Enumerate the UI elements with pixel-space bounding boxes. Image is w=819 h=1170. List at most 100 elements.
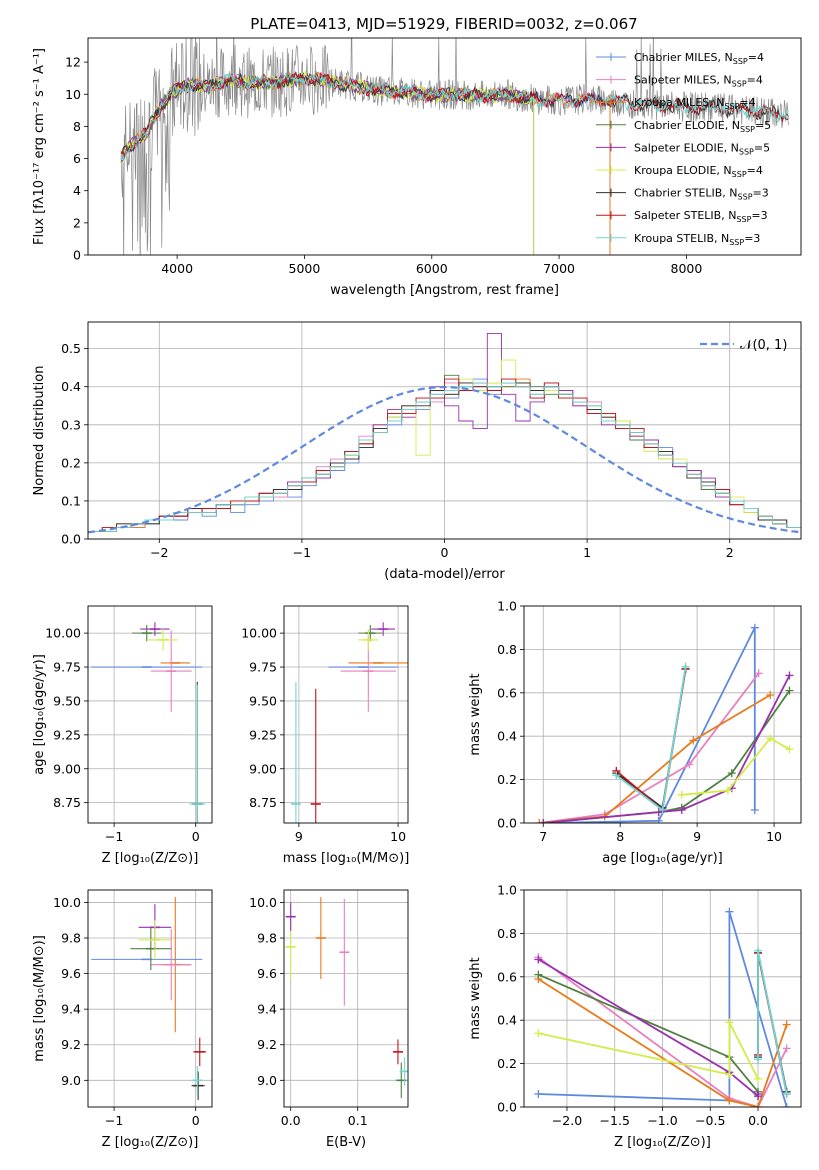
legend: Chabrier MILES, NSSP=4 Salpeter MILES, NS… — [596, 51, 771, 247]
y-tick-label: 9.00 — [53, 761, 81, 776]
plot-area — [91, 622, 206, 823]
legend-label: 𝒩(0, 1) — [740, 338, 787, 353]
y-tick-label: 0.2 — [497, 772, 517, 787]
y-axis-label: mass weight — [468, 957, 483, 1039]
errorbar-point — [191, 1071, 205, 1100]
y-tick-label: 4 — [73, 183, 81, 198]
legend-subscript: SSP — [733, 57, 748, 66]
weight-point-marker — [534, 1089, 543, 1098]
y-tick-label: 10 — [65, 87, 81, 102]
plot-area — [91, 897, 207, 1100]
axes-frame — [87, 605, 213, 824]
y-tick-label: 9.75 — [53, 660, 81, 675]
y-tick-label: 10.0 — [249, 895, 277, 910]
legend-label: Chabrier ELODIE, NSSP=5 — [634, 119, 771, 134]
plot-area — [285, 897, 408, 1099]
weight-point-marker — [534, 970, 543, 979]
weight-point-marker — [782, 1044, 791, 1053]
y-tick-label: 0.2 — [497, 1056, 517, 1071]
x-tick-label: −1 — [105, 829, 123, 844]
y-axis-label: Flux [fλ10⁻¹⁷ erg cm⁻² s⁻¹ A⁻¹] — [32, 48, 47, 245]
axes-frame — [523, 889, 802, 1108]
y-tick-label: 10.0 — [53, 895, 81, 910]
x-tick-label: 10 — [390, 829, 406, 844]
weight-point-marker — [539, 819, 548, 823]
model-spectrum-line — [120, 72, 789, 162]
weight-point-marker — [725, 1070, 734, 1079]
y-tick-label: 9.2 — [257, 1037, 277, 1052]
y-tick-label: 9.0 — [257, 1073, 277, 1088]
y-tick-label: 9.25 — [53, 727, 81, 742]
legend-suffix: =4 — [748, 51, 764, 64]
weight-point-marker — [725, 907, 734, 916]
panel-age_vs_mass: 9 10 8.75 9.00 9.25 9.50 9.75 10.00 mass [log₁₀(… — [241, 605, 410, 866]
legend-subscript: SSP — [738, 193, 753, 202]
y-tick-label: 9.00 — [249, 761, 277, 776]
axes-frame — [523, 605, 802, 824]
x-axis-label: age [log₁₀(age/yr)] — [602, 851, 723, 866]
x-tick-label: −2.0 — [552, 1113, 582, 1128]
ticks: −1 0 8.75 9.00 9.25 9.50 9.75 10.00 — [45, 626, 200, 844]
x-tick-label: −1 — [105, 1113, 123, 1128]
weight-point-marker — [785, 745, 794, 754]
grid — [524, 605, 801, 824]
y-tick-label: 0.4 — [61, 379, 81, 394]
weight-point-marker — [750, 623, 759, 632]
y-tick-label: 0.1 — [61, 493, 81, 508]
plot-area — [88, 332, 801, 534]
grid — [524, 889, 801, 1108]
x-axis-label: mass [log₁₀(M/M⊙)] — [283, 851, 410, 866]
y-axis-label: mass [log₁₀(M/M⊙)] — [32, 935, 47, 1062]
x-axis-label: Z [log₁₀(Z/Z⊙)] — [614, 1135, 711, 1150]
axes-frame — [283, 605, 409, 824]
weight-point-marker — [723, 786, 732, 795]
panel-age_vs_Z: −1 0 8.75 9.00 9.25 9.50 9.75 10.00 Z [log₁₀(Z/Z… — [32, 605, 213, 866]
weight-point-marker — [685, 760, 694, 769]
panel-weight_vs_age: 7 8 9 10 0.0 0.2 0.4 0.6 0.8 1.0 age [log₁₀(age/yr… — [468, 599, 802, 866]
y-tick-label: 0.5 — [61, 341, 81, 356]
y-tick-label: 9.2 — [61, 1037, 81, 1052]
x-tick-label: 10 — [766, 829, 782, 844]
weight-point-marker — [782, 1089, 791, 1098]
y-tick-label: 9.0 — [61, 1073, 81, 1088]
errorbar-point — [339, 898, 350, 1006]
y-tick-label: 10.00 — [241, 626, 277, 641]
weight-point-marker — [534, 955, 543, 964]
errorbar-point — [150, 630, 192, 712]
y-tick-label: 9.6 — [257, 966, 277, 981]
panel-mass_vs_Z: −1 0 9.0 9.2 9.4 9.6 9.8 10.0 Z [log₁₀(Z/Z⊙)] mas… — [32, 889, 213, 1150]
errorbar-point — [290, 681, 301, 823]
weight-point-marker — [534, 1029, 543, 1038]
legend-label: Chabrier STELIB, NSSP=3 — [634, 187, 769, 202]
legend-subscript: SSP — [729, 238, 744, 247]
errorbar-point — [140, 622, 170, 636]
y-tick-label: 12 — [65, 55, 81, 70]
x-axis-label: Z [log₁₀(Z/Z⊙)] — [102, 1135, 199, 1150]
errorbar-point — [192, 1066, 203, 1095]
y-tick-label: 0.6 — [497, 685, 517, 700]
weight-point-marker — [785, 671, 794, 680]
y-tick-label: 10.00 — [45, 626, 81, 641]
x-axis-label: E(B-V) — [326, 1135, 366, 1150]
ticks: 0.0 0.1 9.0 9.2 9.4 9.6 9.8 10.0 — [249, 895, 368, 1128]
y-tick-label: 0.4 — [497, 1013, 517, 1028]
weight-point-marker — [754, 946, 763, 955]
histogram-step-line — [88, 382, 801, 532]
y-tick-label: 2 — [73, 215, 81, 230]
axes-frame — [87, 321, 802, 540]
y-tick-label: 9.50 — [249, 693, 277, 708]
y-axis-label: mass weight — [468, 673, 483, 755]
legend-subscript: SSP — [732, 80, 747, 89]
errorbar-point — [392, 1039, 403, 1065]
y-tick-label: 0 — [73, 248, 81, 263]
legend-suffix: =5 — [754, 141, 770, 154]
ticks: 9 10 8.75 9.00 9.25 9.50 9.75 10.00 — [241, 626, 406, 844]
axes-frame — [87, 37, 802, 256]
y-tick-label: 9.8 — [61, 931, 81, 946]
weight-point-marker — [725, 1018, 734, 1027]
y-tick-label: 6 — [73, 151, 81, 166]
plot-area — [534, 907, 791, 1107]
errorbar-point — [315, 897, 326, 979]
x-tick-label: 7000 — [543, 261, 575, 276]
